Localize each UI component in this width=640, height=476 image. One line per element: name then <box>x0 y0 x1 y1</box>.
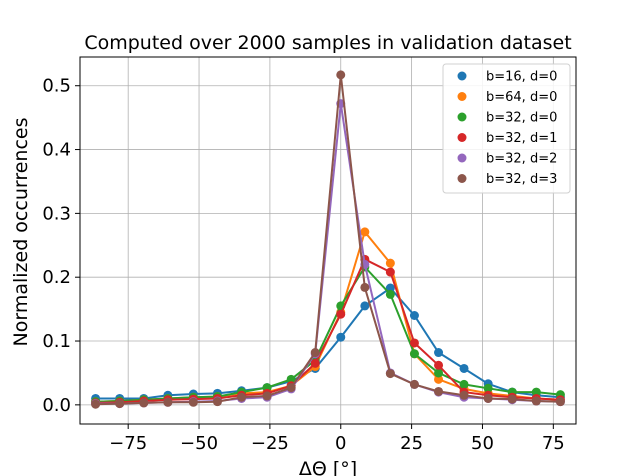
x-tick-label: −50 <box>180 433 218 454</box>
y-tick-label: 0.1 <box>42 331 71 352</box>
legend-entry: b=32, d=3 <box>486 172 557 187</box>
plot-frame <box>79 56 577 425</box>
legend-marker <box>457 133 467 142</box>
data-point <box>115 399 125 409</box>
data-point <box>188 397 198 407</box>
series-layer <box>91 70 565 409</box>
data-point <box>385 258 395 268</box>
data-point <box>385 283 395 293</box>
data-point <box>237 392 247 402</box>
data-point <box>310 348 320 358</box>
data-point <box>336 70 346 80</box>
data-point <box>360 301 370 311</box>
legend-marker <box>457 153 467 163</box>
data-point <box>262 391 272 401</box>
data-point <box>212 397 222 407</box>
data-point <box>385 289 395 299</box>
series-1 <box>91 227 565 407</box>
series-line <box>95 229 561 403</box>
series-2 <box>91 262 565 407</box>
chart-title: Computed over 2000 samples in validation… <box>84 32 571 54</box>
data-point <box>531 396 541 406</box>
data-point <box>434 360 444 370</box>
x-tick-label: 0 <box>335 433 346 454</box>
data-point <box>483 393 493 403</box>
legend-marker <box>457 174 467 183</box>
data-point <box>310 358 320 368</box>
data-point <box>409 349 419 359</box>
legend-marker <box>457 71 467 81</box>
data-point <box>483 383 493 393</box>
data-point <box>385 267 395 277</box>
data-point <box>459 363 469 373</box>
data-point <box>286 374 296 384</box>
y-axis-label: Normalized occurrences <box>10 118 32 347</box>
data-point <box>139 398 149 408</box>
legend: b=16, d=0 b=64, d=0 b=32, d=0 b=32, d=1 b=32… <box>442 63 571 194</box>
data-point <box>434 368 444 378</box>
x-tick-label: −25 <box>251 433 289 454</box>
data-point <box>360 282 370 292</box>
data-point <box>409 379 419 389</box>
x-tick-label: −75 <box>109 433 147 454</box>
series-5 <box>91 70 565 409</box>
y-tick-label: 0.2 <box>42 267 71 288</box>
x-tick-label: 75 <box>542 433 565 454</box>
legend-entry: b=32, d=0 <box>486 111 557 126</box>
data-point <box>91 399 101 409</box>
legend-marker <box>457 92 467 101</box>
data-point <box>286 383 296 393</box>
data-point <box>163 397 173 407</box>
data-point <box>409 338 419 348</box>
y-tick-label: 0.3 <box>42 203 71 224</box>
legend-entry: b=32, d=2 <box>486 152 557 167</box>
data-point <box>459 390 469 400</box>
x-tick-label: 25 <box>400 433 423 454</box>
y-tick-label: 0.5 <box>42 76 71 97</box>
legend-marker <box>457 112 467 122</box>
data-point <box>434 386 444 396</box>
data-point <box>336 332 346 342</box>
data-point <box>360 227 370 237</box>
legend-entry: b=32, d=1 <box>486 131 557 146</box>
data-point <box>434 374 444 384</box>
y-tick-label: 0.0 <box>42 395 71 416</box>
legend-box <box>442 63 571 194</box>
data-point <box>409 310 419 320</box>
legend-entry: b=64, d=0 <box>486 90 557 105</box>
data-point <box>459 379 469 389</box>
x-axis: −75 −50 −25 0 25 50 75 <box>109 424 565 454</box>
x-tick-label: 50 <box>471 433 494 454</box>
y-axis: 0.0 0.1 0.2 0.3 0.4 0.5 <box>42 76 80 416</box>
data-point <box>555 397 565 407</box>
data-point <box>507 394 517 404</box>
data-point <box>531 387 541 397</box>
legend-entry: b=16, d=0 <box>486 70 557 85</box>
data-point <box>336 309 346 319</box>
x-axis-label: ΔΘ [°] <box>299 458 357 476</box>
series-0 <box>91 283 565 403</box>
y-tick-label: 0.4 <box>42 140 71 161</box>
data-point <box>434 348 444 358</box>
data-point <box>385 369 395 379</box>
